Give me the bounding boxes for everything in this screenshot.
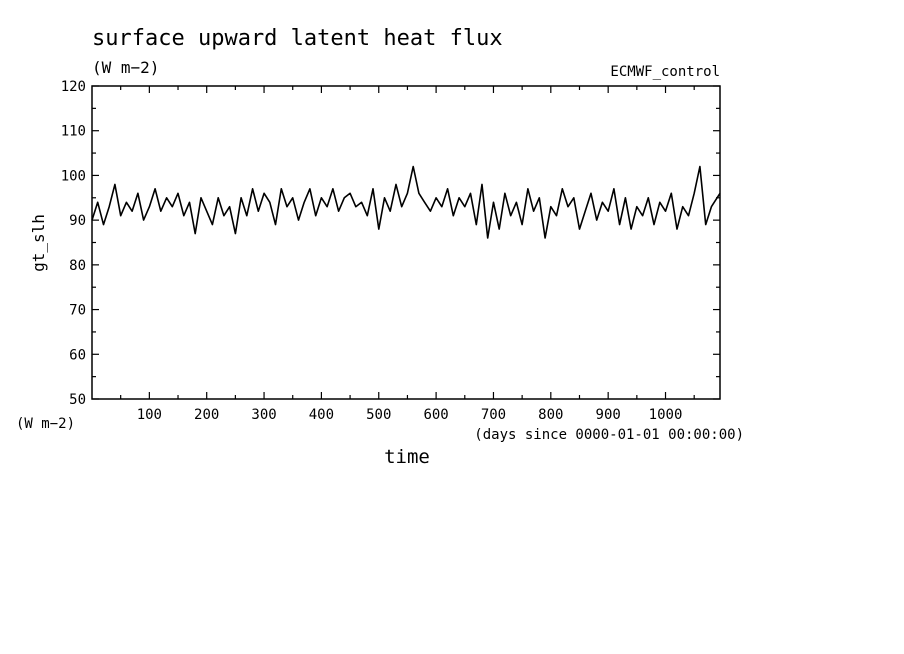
x-tick-label: 900 [596,407,621,423]
y-tick-label: 100 [61,168,86,184]
series-line [91,165,721,239]
y-axis-units: (W m−2) [16,416,75,432]
chart-subtitle-units: (W m−2) [92,58,159,77]
x-tick-label: 300 [251,407,276,423]
y-axis-label: gt_slh [29,214,48,272]
x-tick-label: 700 [481,407,506,423]
x-tick-label: 100 [137,407,162,423]
x-tick-label: 1000 [649,407,683,423]
x-axis-units: (days since 0000-01-01 00:00:00) [474,427,744,443]
y-tick-label: 120 [61,79,86,95]
x-tick-label: 400 [309,407,334,423]
x-tick-label: 600 [423,407,448,423]
y-tick-label: 70 [69,303,86,319]
run-label: ECMWF_control [610,64,720,80]
chart-title: surface upward latent heat flux [92,26,503,51]
y-tick-label: 50 [69,392,86,408]
y-tick-label: 110 [61,124,86,140]
y-tick-label: 90 [69,213,86,229]
plot-frame [91,85,721,400]
x-axis-label: time [384,446,430,468]
y-tick-label: 60 [69,347,86,363]
x-tick-label: 200 [194,407,219,423]
y-tick-label: 80 [69,258,86,274]
x-tick-label: 500 [366,407,391,423]
x-tick-label: 800 [538,407,563,423]
